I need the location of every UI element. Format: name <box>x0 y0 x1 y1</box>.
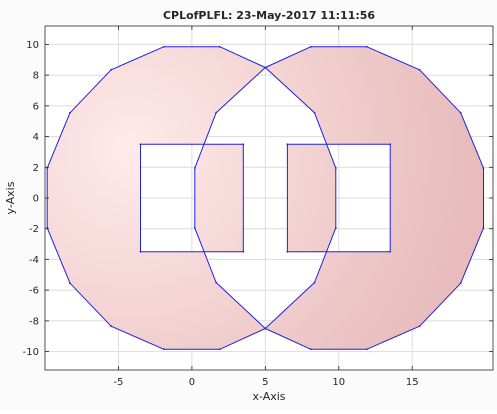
polygon-vertex <box>264 66 267 69</box>
polygon-vertex <box>482 227 485 229</box>
polygon-vertex <box>309 45 312 48</box>
polygon-vertex <box>193 227 196 229</box>
polygon-vertex <box>459 282 462 285</box>
polygon-vertex <box>418 325 421 328</box>
polygon-vertex <box>163 348 165 351</box>
polygon-vertex <box>139 250 142 253</box>
x-tick-label: 15 <box>406 377 419 388</box>
polygon-vertex <box>418 68 421 71</box>
polygon-vertex <box>218 348 221 351</box>
y-tick-label: 6 <box>33 101 39 112</box>
chart-title: CPLofPLFL: 23-May-2017 11:11:56 <box>163 9 375 22</box>
polygon-vertex <box>389 250 392 253</box>
x-tick-label: 5 <box>262 377 268 388</box>
polygon-vertex <box>69 282 71 285</box>
x-tick-label: 0 <box>189 377 195 388</box>
x-tick-label: 10 <box>332 377 345 388</box>
x-tick-label: -5 <box>113 377 123 388</box>
polygon-vertex <box>163 45 165 48</box>
polygon-vertex <box>193 167 196 169</box>
polygon-vertex <box>286 250 289 253</box>
y-tick-label: -10 <box>23 347 39 358</box>
polygon-vertex <box>389 143 392 146</box>
y-tick-label: 4 <box>33 132 39 143</box>
y-tick-label: 2 <box>33 163 39 174</box>
polygon-vertex <box>242 250 245 253</box>
y-tick-label: -2 <box>29 224 39 235</box>
polygon-vertex <box>313 111 316 114</box>
polygon-vertex <box>459 111 462 114</box>
polygon-vertex <box>309 348 312 351</box>
polygon-vertex <box>215 281 218 284</box>
y-tick-label: -8 <box>29 316 39 327</box>
y-tick-label: -6 <box>29 286 39 297</box>
polygon-vertex <box>215 111 218 114</box>
y-axis-label: y-Axis <box>4 181 17 214</box>
polygon-vertex <box>313 281 316 284</box>
filled-region <box>47 46 484 350</box>
x-axis-label: x-Axis <box>252 390 285 403</box>
polygon-vertex <box>110 68 112 71</box>
polygon-vertex <box>365 45 368 48</box>
polygon-vertex <box>482 167 485 169</box>
polygon-vertex <box>242 143 245 146</box>
polygon-vertex <box>218 45 221 48</box>
y-tick-label: -4 <box>29 255 39 266</box>
polygon-vertex <box>286 143 289 146</box>
polygon-vertex <box>264 327 267 330</box>
plot-area <box>46 45 485 351</box>
polygon-vertex <box>365 348 368 351</box>
polygon-vertex <box>334 227 337 229</box>
y-tick-label: 8 <box>33 71 39 82</box>
ticks: -5 0 5 10 15 -10 -8 -6 -4 -2 0 2 4 6 8 10 <box>23 26 493 388</box>
polygon-vertex <box>69 111 71 114</box>
y-tick-label: 0 <box>33 194 39 205</box>
polygon-vertex <box>110 325 112 328</box>
polygon-vertex <box>139 143 142 146</box>
polygon-vertex <box>334 167 337 169</box>
y-tick-label: 10 <box>26 40 39 51</box>
